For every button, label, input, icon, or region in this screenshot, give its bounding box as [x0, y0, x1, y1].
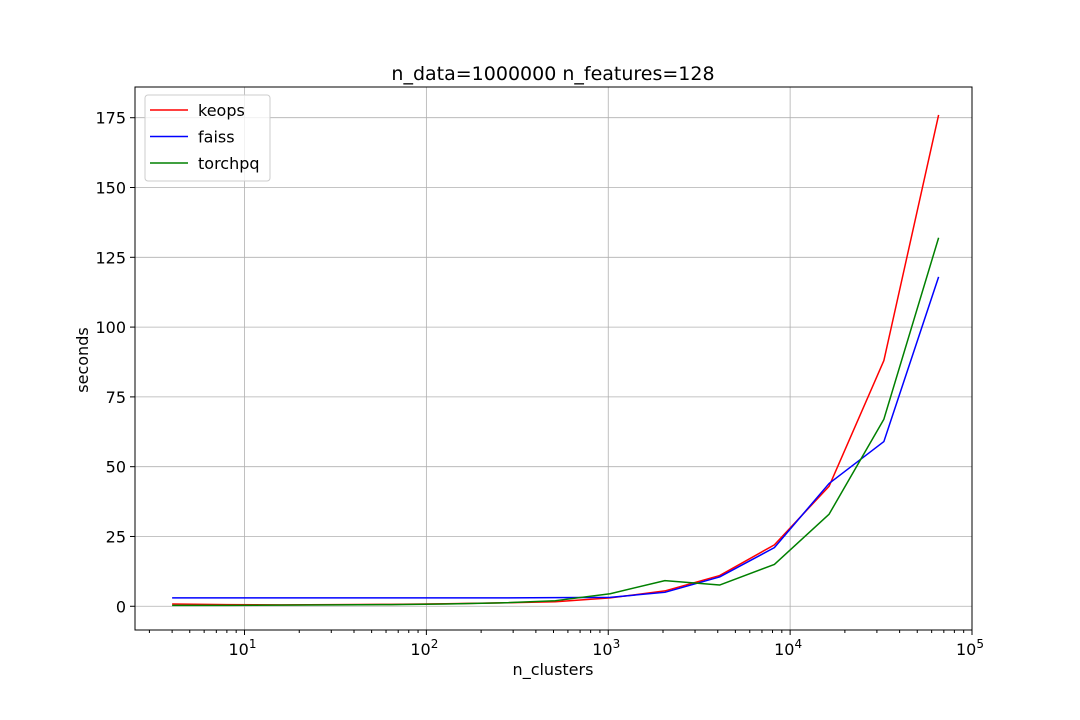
x-tick-label-exponent: 1	[249, 637, 257, 651]
x-tick-label-base: 10	[774, 640, 794, 659]
x-tick-label-exponent: 5	[976, 637, 984, 651]
x-tick-label-exponent: 4	[794, 637, 802, 651]
legend-label-torchpq: torchpq	[198, 154, 260, 173]
legend-box	[144, 94, 271, 182]
y-tick-label: 125	[95, 248, 126, 267]
x-tick-label-exponent: 3	[613, 637, 621, 651]
y-axis-label: seconds	[73, 327, 92, 392]
series-line-faiss	[172, 276, 940, 599]
x-tick-label: 105	[956, 637, 984, 659]
x-tick-label: 104	[774, 637, 802, 659]
grid	[135, 87, 972, 630]
x-axis-ticks: 101 102 103 104 105	[148, 630, 984, 659]
x-tick-label: 101	[228, 637, 256, 659]
series-line-keops	[172, 114, 940, 606]
x-tick-label: 103	[592, 637, 620, 659]
x-tick-label-base: 10	[228, 640, 248, 659]
legend-label-faiss: faiss	[198, 128, 235, 147]
chart-title: n_data=1000000 n_features=128	[391, 63, 714, 85]
x-axis-label: n_clusters	[513, 660, 594, 680]
x-tick-label-base: 10	[956, 640, 976, 659]
y-axis-ticks: 0 25 50 75 100 125 150 175	[95, 109, 135, 616]
x-tick-label-base: 10	[592, 640, 612, 659]
y-tick-label: 150	[95, 179, 126, 198]
series-lines	[172, 114, 940, 607]
x-tick-label-exponent: 2	[431, 637, 439, 651]
y-tick-label: 25	[106, 527, 126, 546]
x-tick-label-base: 10	[410, 640, 430, 659]
series-line-torchpq	[172, 237, 940, 607]
x-tick-label: 102	[410, 637, 438, 659]
y-tick-label: 0	[116, 597, 126, 616]
y-tick-label: 75	[106, 388, 126, 407]
y-tick-label: 100	[95, 318, 126, 337]
legend: keops faiss torchpq	[144, 94, 271, 182]
y-tick-label: 50	[106, 458, 126, 477]
legend-label-keops: keops	[198, 101, 245, 120]
y-tick-label: 175	[95, 109, 126, 128]
